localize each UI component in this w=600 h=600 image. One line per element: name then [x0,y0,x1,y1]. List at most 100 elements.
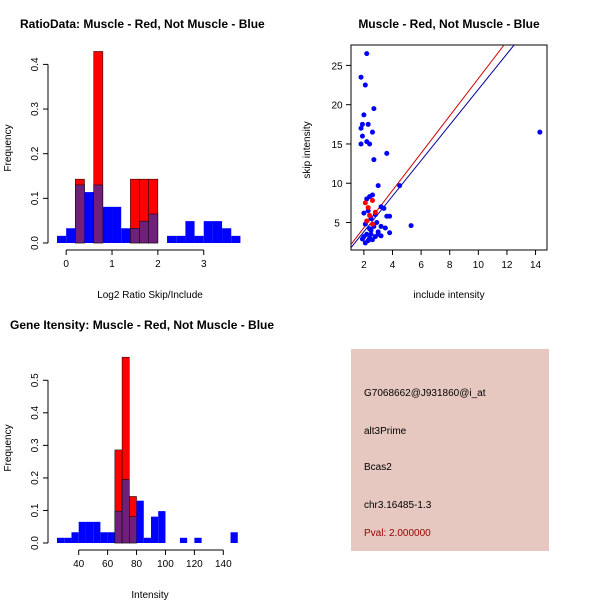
intensity-histogram-not-muscle-bar [158,511,166,543]
intensity-histogram-x-tick-label: 120 [186,559,203,570]
intensity-histogram-not-muscle-bar [57,537,65,543]
muscle-point [365,205,371,211]
not-muscle-point [371,106,377,112]
intensity-histogram-not-muscle-bar [114,510,123,544]
not-muscle-point [387,213,393,219]
not-muscle-point [378,233,384,239]
intensity-histogram-y-tick-label: 0.0 [30,536,41,550]
ratio-histogram: RatioData: Muscle - Red, Not Muscle - Bl… [3,17,265,301]
not-muscle-point [369,129,375,135]
scatter-y-tick-label: 10 [331,179,343,190]
intensity-histogram-not-muscle-bar [179,537,188,543]
not-muscle-point [387,230,393,236]
ratio-histogram-ylabel: Frequency [3,124,14,171]
not-muscle-point [362,240,368,246]
ratio-histogram-x-tick-label: 0 [63,259,69,270]
scatter-y-tick-label: 25 [331,61,343,72]
ratio-histogram-not-muscle-bar [222,228,232,243]
intensity-histogram-not-muscle-bar [85,521,94,543]
intensity-histogram-not-muscle-bar [151,516,159,543]
ratio-histogram-x-tick-label: 2 [155,259,161,270]
ratio-histogram-not-muscle-bar [231,235,241,243]
scatter-plot-frame [350,44,548,251]
event-type: alt3Prime [364,426,407,437]
intensity-histogram-y-tick-label: 0.5 [30,373,41,387]
not-muscle-point [384,150,390,156]
not-muscle-point [364,51,370,57]
intensity-histogram-not-muscle-bar [93,521,101,543]
scatter-x-tick-label: 12 [501,260,513,271]
intensity-histogram-x-tick-label: 140 [215,559,232,570]
ratio-histogram-not-muscle-bar [66,228,76,243]
intensity-histogram-xlabel: Intensity [131,590,168,600]
ratio-histogram-x-tick-label: 3 [201,259,207,270]
ratio-histogram-not-muscle-bar [102,206,113,243]
ratio-histogram-not-muscle-bar [148,213,159,244]
not-muscle-point [361,210,367,216]
scatter-xlabel: include intensity [413,290,484,301]
ratio-histogram-y-tick-label: 0.1 [30,191,41,205]
scatter-title: Muscle - Red, Not Muscle - Blue [358,17,540,31]
muscle-point [364,218,370,224]
scatter-x-tick-label: 8 [447,260,453,271]
intensity-histogram-y-tick-label: 0.3 [30,438,41,452]
scatter-x-tick-label: 10 [473,260,485,271]
intensity-histogram-title: Gene Itensity: Muscle - Red, Not Muscle … [10,318,274,332]
ratio-histogram-not-muscle-bar [112,206,122,243]
pval-text: Pval: 2.000000 [364,528,431,539]
not-muscle-point [362,82,368,88]
scatter-ylabel: skip intensity [302,121,313,178]
intensity-histogram-not-muscle-bar [64,537,72,543]
not-muscle-point [359,121,365,127]
not-muscle-point [359,133,365,139]
intensity-histogram-not-muscle-bar [107,532,115,543]
muscle-point [369,198,375,204]
not-muscle-point [365,121,371,127]
ratio-histogram-not-muscle-bar [176,235,186,243]
not-muscle-point [367,226,373,232]
ratio-histogram-y-tick-label: 0.3 [30,102,41,116]
intensity-histogram-x-tick-label: 40 [73,559,85,570]
not-muscle-point [397,183,403,189]
ratio-histogram-not-muscle-bar [130,228,140,244]
not-muscle-point [374,220,380,226]
genomic-location: chr3.16485-1.3 [364,500,432,511]
not-muscle-point [364,196,370,202]
ratio-histogram-not-muscle-bar [75,184,85,244]
not-muscle-point [371,157,377,163]
intensity-histogram-not-muscle-bar [143,537,151,543]
intensity-histogram-x-tick-label: 60 [102,559,114,570]
intensity-histogram-not-muscle-bar [129,516,137,544]
not-muscle-point [359,236,365,242]
ratio-histogram-not-muscle-bar [57,235,67,243]
not-muscle-point [381,205,387,211]
intensity-histogram-x-tick-label: 100 [157,559,174,570]
intensity-histogram-not-muscle-bar [121,479,130,544]
ratio-histogram-not-muscle-bar [194,235,204,243]
ratio-histogram-not-muscle-bar [84,192,94,243]
not-muscle-point [361,112,367,118]
ratio-histogram-xlabel: Log2 Ratio Skip/Include [97,290,203,301]
scatter-x-tick-label: 14 [530,260,542,271]
intensity-histogram-not-muscle-bar [230,532,238,543]
ratio-histogram-x-tick-label: 1 [109,259,115,270]
info-panel: G7068662@J931860@i_at alt3Prime Bcas2 ch… [351,349,549,551]
not-muscle-point [378,223,384,229]
not-muscle-point [358,125,364,131]
ratio-histogram-not-muscle-bar [93,184,104,244]
info-panel-background [351,349,549,551]
gene-name: Bcas2 [364,462,392,473]
intensity-histogram-not-muscle-bar [136,500,144,543]
scatter-x-tick-label: 2 [361,260,367,271]
ratio-histogram-y-tick-label: 0.0 [30,236,41,250]
not-muscle-point [375,183,381,189]
not-muscle-point [408,223,414,229]
not-muscle-point [382,225,388,231]
scatter-y-tick-label: 20 [331,101,343,112]
not-muscle-point [369,192,375,198]
not-muscle-point [358,141,364,147]
not-muscle-point [368,231,374,237]
muscle-point [367,212,373,218]
intensity-histogram: Gene Itensity: Muscle - Red, Not Muscle … [3,318,274,600]
